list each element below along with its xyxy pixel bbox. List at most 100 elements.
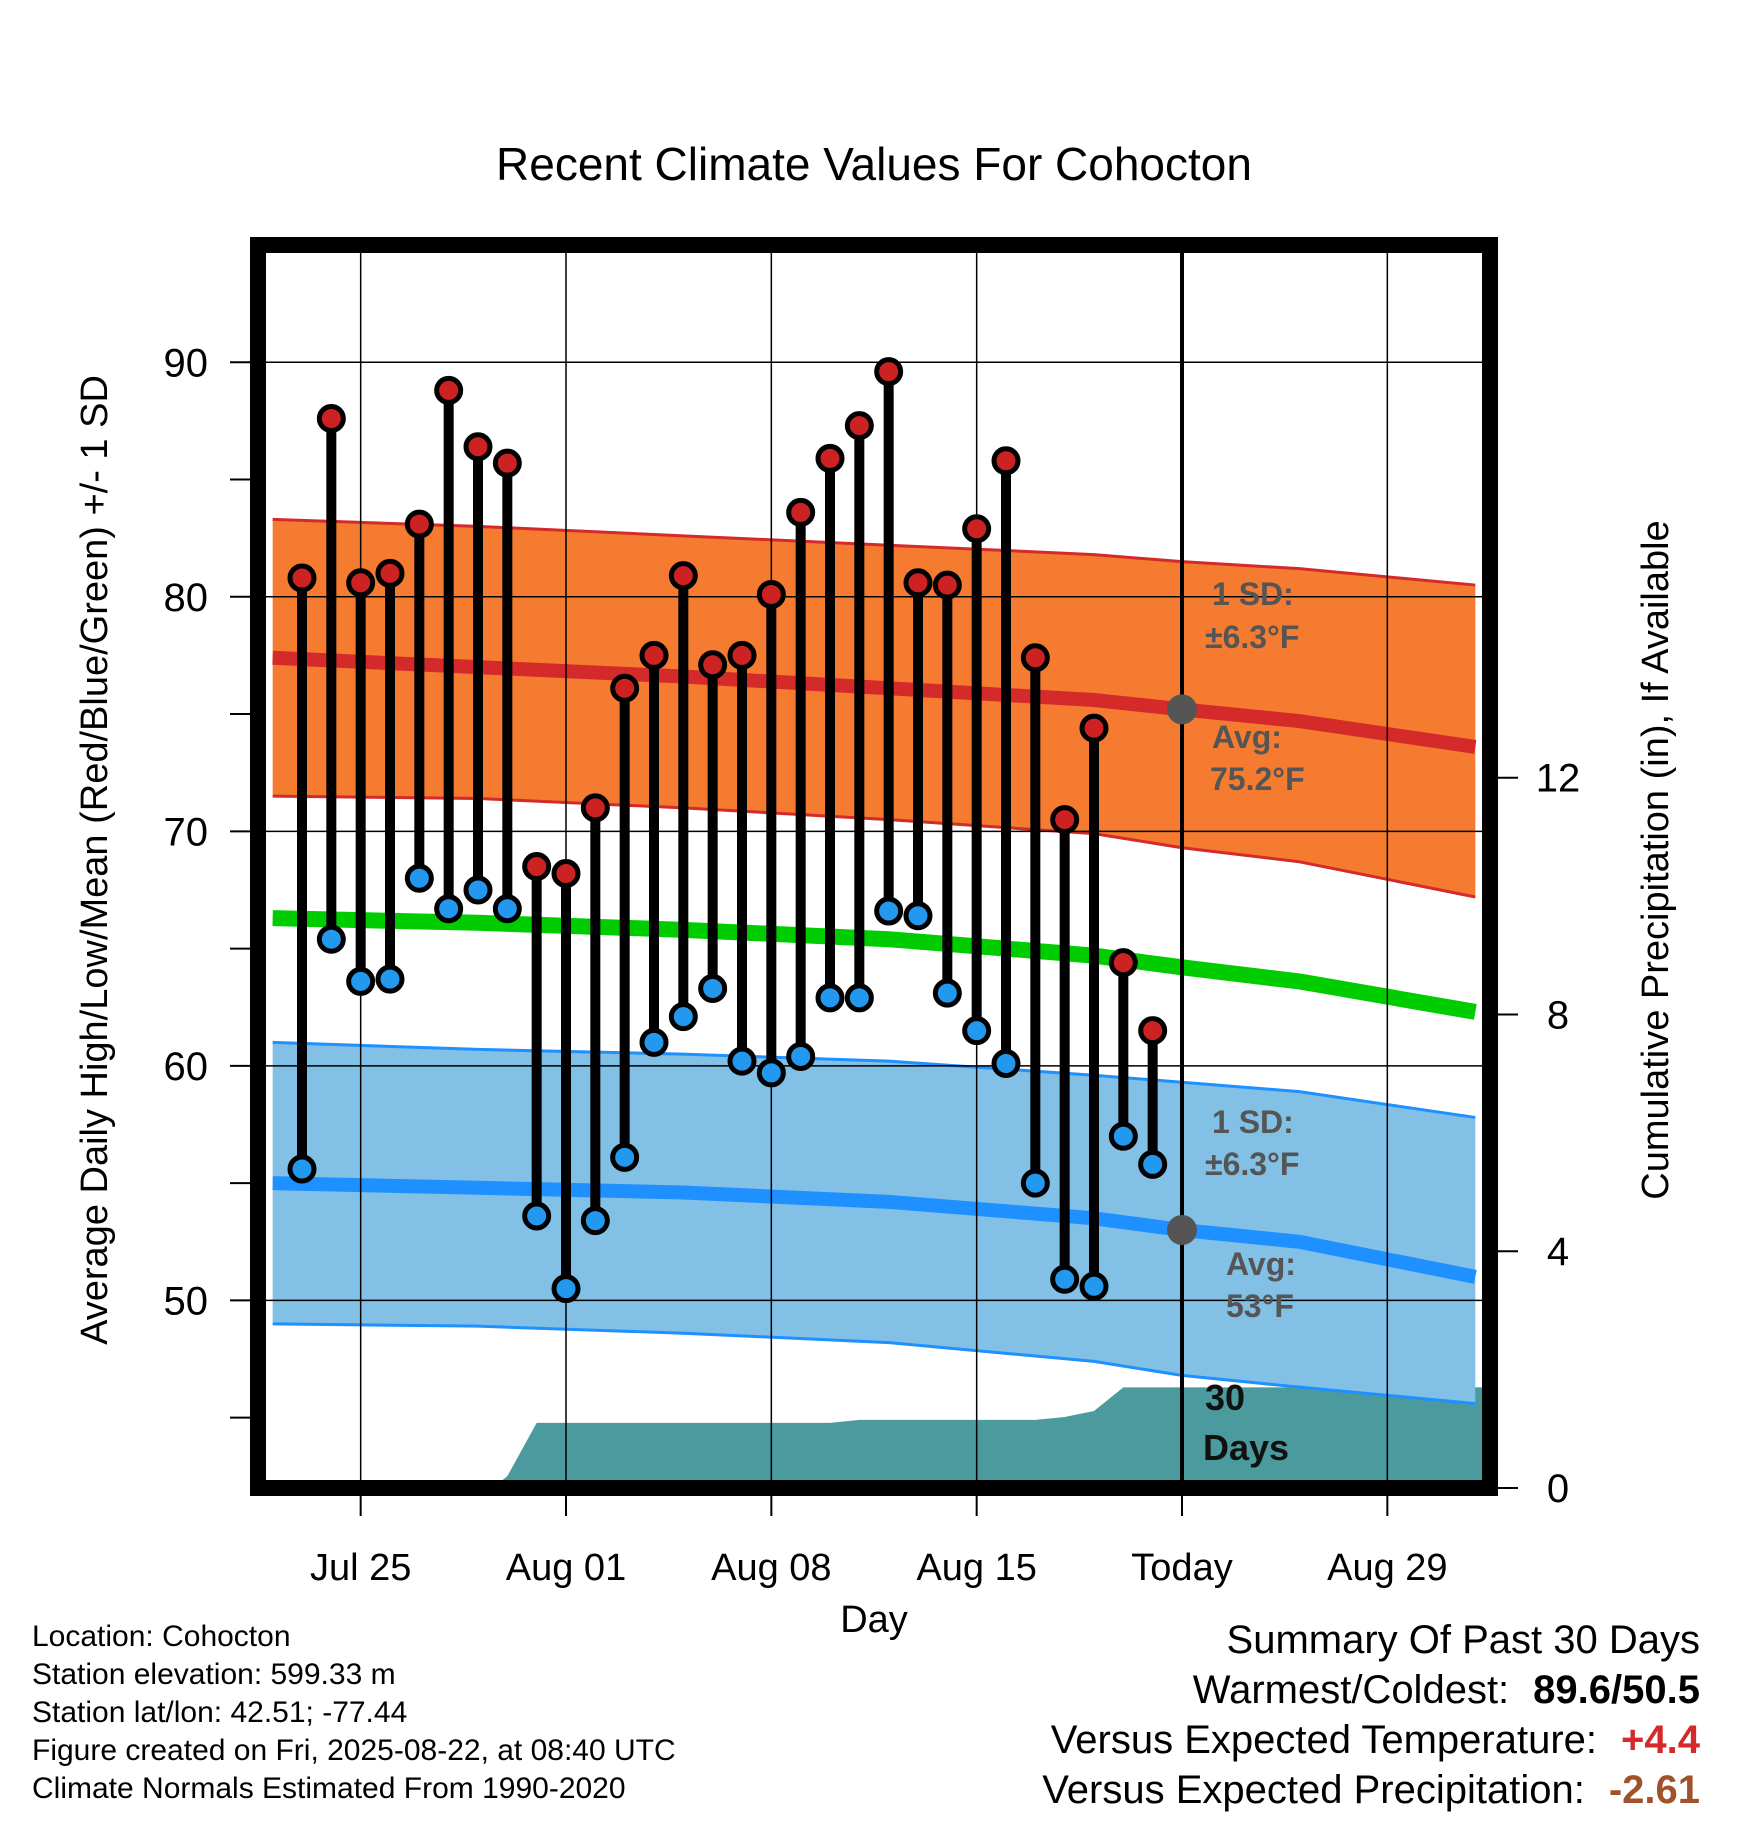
y2-axis-label: Cumulative Precipitation (in), If Availa…	[1635, 520, 1677, 1199]
daily-low-point	[932, 978, 962, 1008]
today-high-avg-marker	[1167, 694, 1197, 725]
daily-low-point	[786, 1041, 816, 1071]
daily-high-point	[434, 375, 464, 405]
high-sd-value: ±6.3°F	[1205, 619, 1299, 655]
plot-area	[258, 245, 1490, 1488]
x-tick-label: Aug 01	[506, 1547, 626, 1589]
high-sd-label: 1 SD:	[1212, 576, 1294, 612]
x-tick-label: Today	[1131, 1547, 1232, 1589]
y2-tick-label: 12	[1536, 757, 1581, 801]
plot-layers	[258, 245, 1490, 1488]
daily-high-point	[551, 859, 581, 889]
temp-value: +4.4	[1621, 1718, 1700, 1762]
y2-tick-label: 8	[1547, 993, 1569, 1037]
daily-low-point	[903, 901, 933, 931]
days-annotation: 30 Days	[1203, 1377, 1289, 1468]
daily-low-point	[1108, 1121, 1138, 1151]
y2-tick-label: 0	[1547, 1467, 1569, 1511]
daily-low-point	[991, 1049, 1021, 1079]
low-sd-label: 1 SD:	[1212, 1104, 1294, 1140]
daily-high-point	[1050, 805, 1080, 835]
high-avg-annotation: Avg: 75.2°F	[1210, 719, 1305, 797]
daily-low-point	[1138, 1149, 1168, 1179]
daily-high-point	[610, 673, 640, 703]
daily-high-point	[404, 509, 434, 539]
daily-low-point	[1079, 1271, 1109, 1301]
y-tick-label: 50	[164, 1279, 209, 1323]
high-avg-value: 75.2°F	[1210, 761, 1305, 797]
chart-title: Recent Climate Values For Cohocton	[496, 138, 1252, 190]
y-tick-label: 80	[164, 576, 209, 620]
summary-temp: Versus Expected Temperature: +4.4	[1042, 1715, 1700, 1765]
daily-high-point	[991, 446, 1021, 476]
summary-warm-cold: Warmest/Coldest: 89.6/50.5	[1042, 1665, 1700, 1715]
days-label: Days	[1203, 1427, 1289, 1468]
daily-high-point	[727, 640, 757, 670]
daily-high-point	[639, 640, 669, 670]
x-axis-label: Day	[840, 1599, 908, 1641]
low-sd-upper-line	[272, 1040, 1476, 1119]
daily-high-point	[932, 570, 962, 600]
daily-low-point	[580, 1206, 610, 1236]
station-info: Location: Cohocton Station elevation: 59…	[32, 1618, 676, 1808]
daily-high-point	[287, 563, 317, 593]
high-avg-label: Avg:	[1212, 719, 1282, 755]
precip-area	[272, 1387, 1490, 1488]
daily-high-point	[463, 432, 493, 462]
low-sd-value: ±6.3°F	[1205, 1146, 1299, 1182]
x-tick-label: Jul 25	[310, 1547, 411, 1589]
daily-high-point	[815, 443, 845, 473]
daily-low-point	[375, 964, 405, 994]
low-avg-label: Avg:	[1226, 1246, 1296, 1282]
temp-label: Versus Expected Temperature:	[1050, 1718, 1598, 1762]
high-sd-annotation: 1 SD: ±6.3°F	[1205, 576, 1299, 655]
low-sd-annotation: 1 SD: ±6.3°F	[1205, 1104, 1299, 1182]
daily-high-point	[492, 448, 522, 478]
y-tick-label: 60	[164, 1045, 209, 1089]
low-sd-band	[272, 1042, 1476, 1404]
normals-text: Climate Normals Estimated From 1990-2020	[32, 1772, 626, 1805]
daily-high-point	[1138, 1016, 1168, 1046]
daily-low-point	[551, 1274, 581, 1304]
daily-low-point	[1020, 1168, 1050, 1198]
summary-panel: Summary Of Past 30 Days Warmest/Coldest:…	[1042, 1615, 1700, 1815]
daily-high-point	[375, 558, 405, 588]
y-tick-label: 70	[164, 810, 209, 854]
daily-low-point	[316, 924, 346, 954]
daily-high-point	[698, 650, 728, 680]
latlon-text: Station lat/lon: 42.51; -77.44	[32, 1696, 408, 1729]
daily-high-point	[874, 357, 904, 387]
daily-low-point	[668, 1002, 698, 1032]
summary-precip: Versus Expected Precipitation: -2.61	[1042, 1765, 1700, 1815]
daily-low-point	[492, 894, 522, 924]
daily-low-point	[346, 966, 376, 996]
precip-value: -2.61	[1608, 1768, 1700, 1812]
daily-high-point	[316, 404, 346, 434]
warm-cold-value: 89.6/50.5	[1533, 1668, 1700, 1712]
daily-high-point	[522, 852, 552, 881]
daily-low-point	[404, 863, 434, 893]
low-sd-lower-line	[272, 1322, 1476, 1406]
daily-high-point	[756, 579, 786, 609]
daily-low-point	[727, 1046, 757, 1076]
daily-low-point	[874, 896, 904, 926]
y2-tick-label: 4	[1547, 1230, 1569, 1274]
plot-frame	[250, 237, 1498, 1496]
low-avg-annotation: Avg: 53°F	[1226, 1246, 1296, 1324]
x-tick-label: Aug 15	[916, 1547, 1036, 1589]
daily-high-point	[1020, 643, 1050, 673]
mean-line	[272, 910, 1477, 1020]
x-tick-label: Aug 08	[711, 1547, 831, 1589]
created-text: Figure created on Fri, 2025-08-22, at 08…	[32, 1734, 676, 1767]
low-avg-line	[272, 1176, 1477, 1284]
warm-cold-label: Warmest/Coldest:	[1192, 1668, 1510, 1712]
daily-high-point	[1108, 948, 1138, 978]
daily-low-point	[1050, 1264, 1080, 1294]
daily-low-point	[815, 983, 845, 1013]
daily-low-point	[287, 1154, 317, 1184]
daily-low-point	[756, 1058, 786, 1088]
location-text: Location: Cohocton	[32, 1620, 291, 1653]
x-tick-label: Aug 29	[1327, 1547, 1447, 1589]
low-avg-value: 53°F	[1226, 1288, 1294, 1324]
today-low-avg-marker	[1167, 1215, 1197, 1246]
